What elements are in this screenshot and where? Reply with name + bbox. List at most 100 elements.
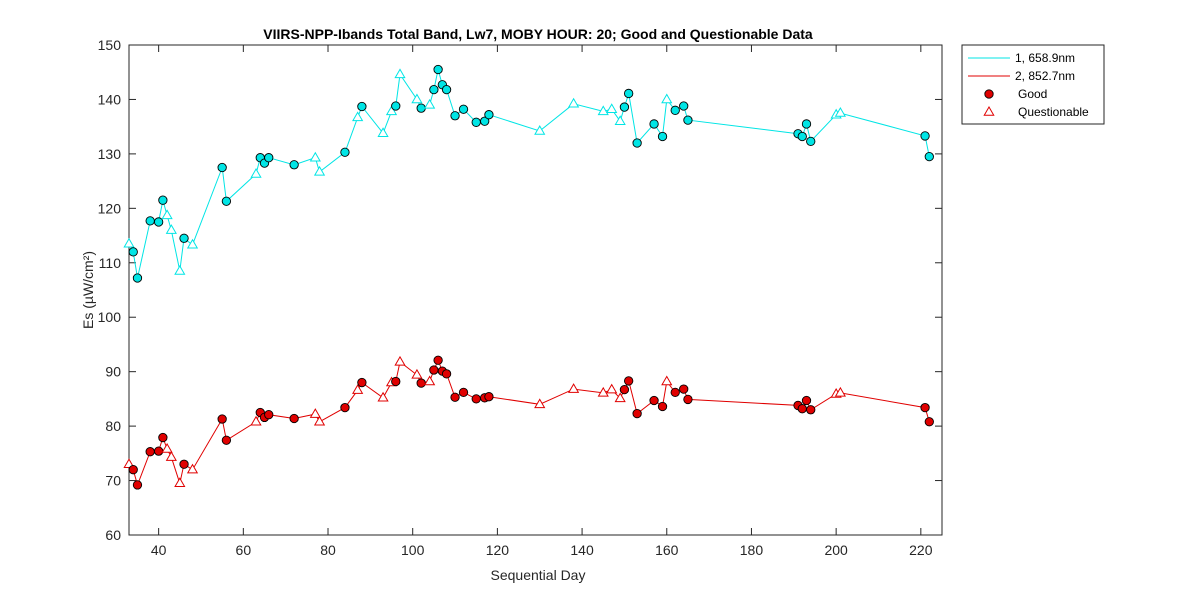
questionable-point bbox=[567, 97, 580, 108]
good-point bbox=[471, 394, 481, 404]
good-point bbox=[649, 119, 659, 129]
plot-area bbox=[128, 44, 943, 536]
questionable-point bbox=[313, 165, 326, 176]
y-tick-label: 60 bbox=[105, 527, 121, 543]
questionable-point bbox=[309, 151, 321, 162]
legend-label: 2, 852.7nm bbox=[1015, 69, 1075, 83]
y-tick-label: 80 bbox=[105, 418, 121, 434]
questionable-point bbox=[161, 442, 173, 453]
good-point bbox=[657, 131, 668, 142]
questionable-point bbox=[597, 386, 609, 397]
good-point bbox=[471, 117, 481, 127]
x-tick-label: 200 bbox=[824, 542, 848, 558]
good-point bbox=[924, 417, 934, 427]
legend-label: Questionable bbox=[1018, 105, 1089, 119]
questionable-point bbox=[309, 408, 321, 418]
good-point bbox=[153, 446, 164, 456]
y-tick-label: 150 bbox=[98, 37, 122, 53]
questionable-point bbox=[165, 224, 177, 234]
good-point bbox=[357, 101, 367, 112]
questionable-point bbox=[411, 368, 423, 379]
good-point bbox=[670, 387, 680, 398]
good-point bbox=[450, 111, 460, 121]
x-tick-label: 120 bbox=[486, 542, 510, 558]
good-point bbox=[484, 110, 494, 120]
good-point bbox=[340, 402, 350, 413]
x-tick-label: 180 bbox=[740, 542, 764, 558]
good-point bbox=[221, 196, 232, 206]
x-axis: 40 60 80 100 120 140 160 180 200 220 bbox=[151, 45, 933, 558]
good-point bbox=[132, 480, 143, 490]
good-point bbox=[797, 404, 807, 414]
good-point bbox=[632, 138, 642, 148]
good-point bbox=[806, 405, 816, 415]
series-layer bbox=[123, 64, 934, 490]
good-point bbox=[391, 376, 401, 387]
good-point bbox=[217, 414, 227, 424]
good-point bbox=[145, 216, 155, 226]
questionable-point bbox=[161, 209, 173, 220]
good-point bbox=[649, 395, 659, 406]
x-tick-label: 220 bbox=[909, 542, 933, 558]
questionable-point bbox=[606, 383, 618, 394]
y-tick-label: 90 bbox=[105, 364, 121, 380]
series-group bbox=[123, 355, 934, 490]
legend: 1, 658.9nm 2, 852.7nm Good Questionable bbox=[961, 44, 1105, 125]
questionable-point bbox=[250, 168, 262, 178]
good-point bbox=[924, 151, 934, 162]
questionable-point bbox=[377, 127, 389, 137]
y-tick-label: 120 bbox=[98, 200, 122, 216]
questionable-point bbox=[352, 384, 364, 394]
good-point bbox=[484, 392, 494, 402]
questionable-point bbox=[313, 415, 326, 426]
questionable-point bbox=[424, 375, 436, 386]
y-tick-label: 70 bbox=[105, 473, 121, 489]
good-point bbox=[429, 84, 439, 95]
x-tick-label: 60 bbox=[236, 542, 252, 558]
good-point bbox=[624, 376, 634, 386]
legend-circle-swatch bbox=[984, 89, 994, 99]
good-point bbox=[340, 147, 350, 157]
questionable-point bbox=[186, 238, 199, 249]
good-point bbox=[683, 115, 693, 125]
good-point bbox=[221, 435, 232, 445]
questionable-point bbox=[661, 93, 673, 104]
legend-label: Good bbox=[1018, 87, 1047, 101]
good-point bbox=[264, 410, 274, 420]
good-point bbox=[806, 136, 816, 147]
x-tick-label: 80 bbox=[320, 542, 336, 558]
y-tick-label: 130 bbox=[98, 146, 122, 162]
y-tick-label: 110 bbox=[99, 255, 122, 271]
questionable-point bbox=[567, 383, 580, 393]
good-point bbox=[670, 105, 680, 115]
good-point bbox=[679, 384, 689, 394]
questionable-point bbox=[165, 451, 177, 461]
good-point bbox=[683, 394, 693, 405]
good-point bbox=[679, 101, 689, 111]
good-point bbox=[217, 162, 227, 173]
questionable-point bbox=[186, 463, 199, 474]
series-group bbox=[123, 64, 934, 283]
questionable-point bbox=[534, 398, 546, 409]
questionable-point bbox=[123, 237, 135, 248]
legend-label: 1, 658.9nm bbox=[1015, 51, 1075, 65]
good-point bbox=[179, 233, 189, 243]
good-point bbox=[450, 392, 460, 402]
questionable-point bbox=[534, 125, 546, 135]
good-point bbox=[619, 384, 630, 395]
questionable-point bbox=[385, 105, 398, 116]
questionable-point bbox=[174, 264, 186, 275]
questionable-point bbox=[614, 392, 626, 403]
questionable-point bbox=[411, 93, 423, 104]
good-point bbox=[801, 395, 812, 406]
questionable-point bbox=[597, 105, 609, 116]
good-point bbox=[480, 116, 490, 126]
x-tick-label: 40 bbox=[151, 542, 167, 558]
good-point bbox=[158, 432, 168, 443]
x-tick-label: 100 bbox=[401, 542, 425, 558]
good-point bbox=[145, 447, 155, 457]
good-point bbox=[797, 131, 807, 142]
questionable-point bbox=[394, 355, 406, 366]
good-point bbox=[357, 377, 367, 388]
